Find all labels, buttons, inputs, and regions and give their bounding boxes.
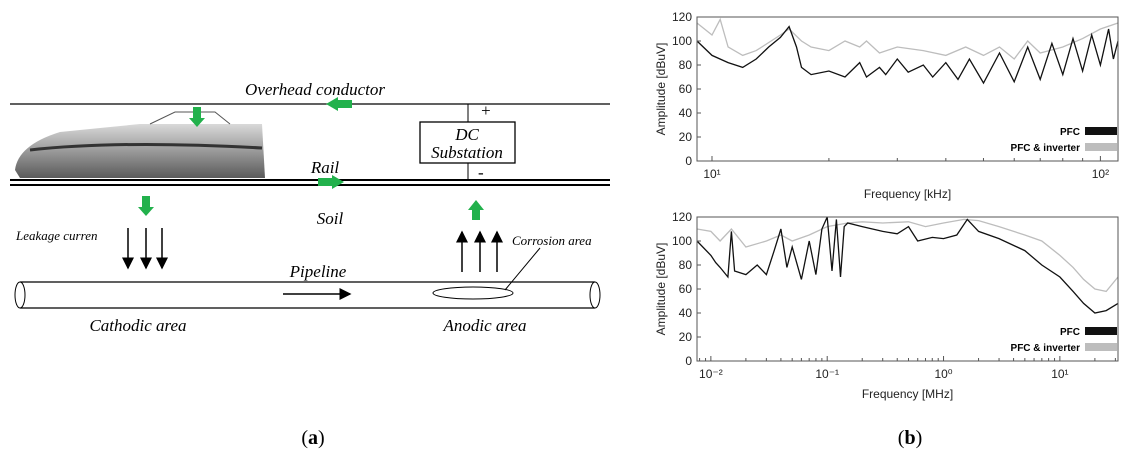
legend-swatch xyxy=(1085,327,1117,335)
series-line xyxy=(696,218,1119,293)
train xyxy=(15,124,265,178)
series-line xyxy=(696,25,1119,85)
leakage-label: Leakage curren xyxy=(15,228,97,243)
y-tick-label: 40 xyxy=(679,306,693,320)
legend-label: PFC xyxy=(1060,327,1080,338)
substation-label: DC xyxy=(454,125,479,144)
x-tick-label: 10⁻² xyxy=(699,367,723,381)
plus-label: + xyxy=(480,101,491,120)
y-tick-label: 0 xyxy=(685,354,692,368)
current-arrows xyxy=(122,228,503,300)
substation-label: Substation xyxy=(431,143,503,162)
panel-letter: b xyxy=(904,427,915,449)
green-arrow xyxy=(138,196,154,216)
panel-letter: a xyxy=(308,427,318,449)
rail-label: Rail xyxy=(310,158,340,177)
corrosion-label: Corrosion area xyxy=(512,233,592,248)
panel-label: (b) xyxy=(898,427,922,449)
train-stripe xyxy=(29,142,263,152)
pipe xyxy=(20,281,595,309)
overhead-label: Overhead conductor xyxy=(245,80,385,99)
y-tick-label: 0 xyxy=(685,154,692,168)
green-arrow xyxy=(468,200,484,220)
series-line xyxy=(696,216,1119,314)
y-tick-label: 100 xyxy=(672,34,692,48)
y-axis-label: Amplitude [dBuV] xyxy=(654,243,668,336)
green-arrow xyxy=(318,175,344,189)
x-tick-label: 10⁰ xyxy=(934,367,952,381)
minus-label: - xyxy=(478,163,484,182)
green-arrow xyxy=(189,107,205,127)
legend-swatch xyxy=(1085,143,1117,151)
y-tick-label: 20 xyxy=(679,330,693,344)
x-tick-label: 10¹ xyxy=(703,167,720,181)
plot-area xyxy=(697,217,1118,361)
y-tick-label: 100 xyxy=(672,234,692,248)
x-tick-label: 10¹ xyxy=(1051,367,1068,381)
pipe-end xyxy=(589,281,601,309)
diagram: + - DC Substation Overhead conductor Rai… xyxy=(10,80,922,449)
leader xyxy=(504,247,541,291)
legend-swatch xyxy=(1085,343,1117,351)
legend-swatch xyxy=(1085,127,1117,135)
y-tick-label: 40 xyxy=(679,106,693,120)
panel-label: (a) xyxy=(301,427,324,449)
y-tick-label: 120 xyxy=(672,210,692,224)
y-tick-label: 120 xyxy=(672,10,692,24)
y-axis-label: Amplitude [dBuV] xyxy=(654,43,668,136)
x-axis-label: Frequency [kHz] xyxy=(864,187,951,201)
legend-label: PFC & inverter xyxy=(1011,143,1081,154)
plot-area xyxy=(697,17,1118,161)
legend-label: PFC & inverter xyxy=(1011,343,1081,354)
charts: 0 20 40 60 80 100 120 10¹ 10² Frequency [kHz] Ampl… xyxy=(654,10,1119,401)
corrosion-area xyxy=(432,286,514,300)
x-axis-label: Frequency [MHz] xyxy=(862,387,953,401)
y-tick-label: 60 xyxy=(679,282,693,296)
anodic-label: Anodic area xyxy=(443,316,527,335)
x-tick-label: 10² xyxy=(1092,167,1109,181)
y-tick-label: 60 xyxy=(679,82,693,96)
y-tick-label: 20 xyxy=(679,130,693,144)
cathodic-label: Cathodic area xyxy=(89,316,186,335)
soil-label: Soil xyxy=(317,209,344,228)
y-tick-label: 80 xyxy=(679,258,693,272)
y-tick-label: 80 xyxy=(679,58,693,72)
legend-label: PFC xyxy=(1060,127,1080,138)
x-tick-label: 10⁻¹ xyxy=(815,367,839,381)
green-arrow xyxy=(326,97,352,111)
series-line xyxy=(696,17,1119,60)
substation-box xyxy=(419,121,516,164)
pipeline-label: Pipeline xyxy=(289,262,347,281)
pipe-end xyxy=(14,281,26,309)
